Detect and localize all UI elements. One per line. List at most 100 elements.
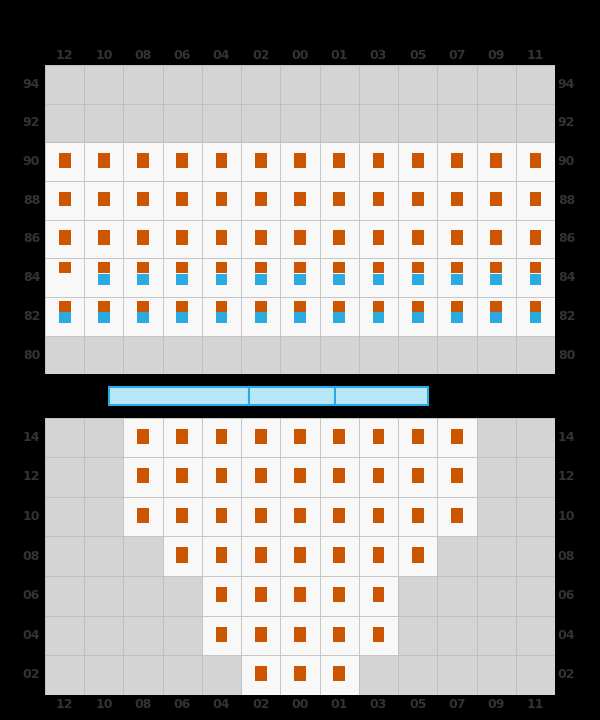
Bar: [176, 274, 188, 284]
Bar: [412, 428, 424, 444]
Bar: [476, 336, 516, 374]
Bar: [163, 336, 202, 374]
Bar: [516, 616, 555, 655]
Bar: [255, 666, 266, 681]
Bar: [373, 274, 385, 284]
Bar: [45, 258, 84, 297]
Bar: [163, 536, 202, 576]
Bar: [530, 230, 541, 245]
Bar: [516, 536, 555, 576]
Bar: [437, 297, 476, 336]
Bar: [530, 301, 541, 312]
Bar: [176, 428, 188, 444]
Bar: [530, 262, 541, 273]
Bar: [437, 655, 476, 695]
Bar: [412, 468, 424, 483]
Bar: [215, 428, 227, 444]
Bar: [359, 497, 398, 536]
Bar: [163, 418, 202, 457]
Bar: [202, 220, 241, 258]
Bar: [137, 468, 149, 483]
Bar: [476, 616, 516, 655]
Bar: [451, 301, 463, 312]
Bar: [334, 547, 345, 562]
Bar: [241, 616, 280, 655]
Bar: [359, 418, 398, 457]
Bar: [255, 153, 266, 168]
Bar: [98, 230, 110, 245]
Bar: [437, 104, 476, 142]
Bar: [137, 262, 149, 273]
Bar: [255, 312, 266, 323]
Bar: [398, 457, 437, 497]
Bar: [359, 536, 398, 576]
Bar: [280, 142, 320, 181]
Bar: [334, 230, 345, 245]
Bar: [294, 508, 306, 523]
Bar: [176, 468, 188, 483]
Bar: [412, 262, 424, 273]
Bar: [476, 418, 516, 457]
Bar: [163, 220, 202, 258]
Bar: [280, 258, 320, 297]
Bar: [294, 666, 306, 681]
Bar: [334, 301, 345, 312]
Bar: [98, 312, 110, 323]
Bar: [124, 220, 163, 258]
Bar: [334, 468, 345, 483]
Bar: [45, 616, 84, 655]
Bar: [163, 616, 202, 655]
Bar: [334, 153, 345, 168]
Bar: [59, 192, 71, 207]
Bar: [334, 508, 345, 523]
Bar: [476, 258, 516, 297]
Bar: [516, 258, 555, 297]
Bar: [137, 192, 149, 207]
Bar: [163, 497, 202, 536]
Bar: [45, 336, 84, 374]
Bar: [45, 536, 84, 576]
Bar: [516, 457, 555, 497]
Bar: [84, 336, 124, 374]
Bar: [320, 536, 359, 576]
Bar: [530, 192, 541, 207]
Bar: [280, 297, 320, 336]
Bar: [451, 230, 463, 245]
Bar: [163, 655, 202, 695]
Bar: [163, 457, 202, 497]
Bar: [84, 497, 124, 536]
Bar: [516, 418, 555, 457]
Bar: [202, 616, 241, 655]
Bar: [359, 336, 398, 374]
Bar: [176, 153, 188, 168]
Bar: [335, 387, 428, 405]
Bar: [294, 587, 306, 602]
Bar: [84, 418, 124, 457]
Bar: [334, 626, 345, 642]
Bar: [334, 192, 345, 207]
Bar: [255, 274, 266, 284]
Bar: [255, 262, 266, 273]
Bar: [412, 153, 424, 168]
Bar: [373, 547, 385, 562]
Bar: [373, 153, 385, 168]
Bar: [398, 142, 437, 181]
Bar: [373, 468, 385, 483]
Bar: [373, 428, 385, 444]
Bar: [215, 301, 227, 312]
Bar: [451, 312, 463, 323]
Bar: [163, 258, 202, 297]
Bar: [437, 536, 476, 576]
Bar: [137, 230, 149, 245]
Bar: [334, 587, 345, 602]
Bar: [215, 230, 227, 245]
Bar: [437, 336, 476, 374]
Bar: [516, 297, 555, 336]
Bar: [320, 497, 359, 536]
Bar: [124, 536, 163, 576]
Bar: [373, 312, 385, 323]
Bar: [124, 258, 163, 297]
Bar: [241, 220, 280, 258]
Bar: [280, 616, 320, 655]
Bar: [476, 655, 516, 695]
